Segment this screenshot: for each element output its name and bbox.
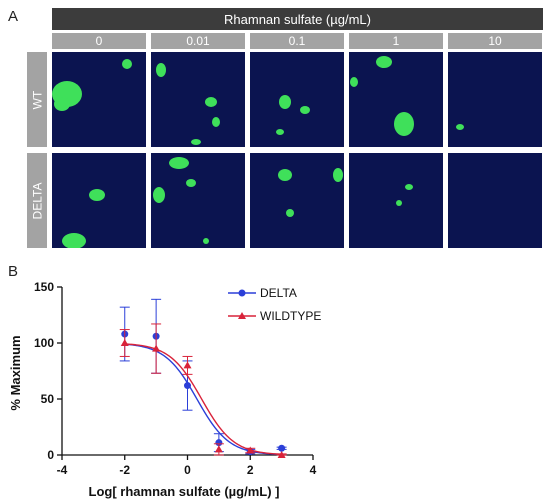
micrograph-delta-0 [52,153,146,248]
legend-label-delta: DELTA [260,286,297,300]
cell-cluster [122,59,132,69]
cell-cluster [333,168,343,182]
cell-cluster [350,77,358,87]
data-point-wildtype [277,451,286,458]
data-point-delta [184,382,191,390]
cell-cluster [300,106,310,114]
dose-response-chart: % Maximum Log[ rhamnan sulfate (µg/mL) ]… [8,280,321,499]
row-label-delta: DELTA [27,153,47,248]
column-header-0.01: 0.01 [151,33,245,49]
cell-cluster [203,238,209,244]
x-tick-label: 4 [310,463,317,477]
micrograph-delta-1 [349,153,443,248]
cell-cluster [156,63,166,77]
y-axis-label: % Maximum [8,335,23,410]
cell-cluster [205,97,217,107]
legend-label-wildtype: WILDTYPE [260,309,321,323]
column-header-0.1: 0.1 [250,33,344,49]
x-axis-label: Log[ rhamnan sulfate (µg/mL) ] [89,484,280,499]
data-point-wildtype [120,339,129,346]
panel-b-label: B [8,263,19,280]
fit-curve-wildtype [124,343,282,455]
cell-cluster [396,200,402,206]
cell-cluster [191,139,201,145]
y-tick-label: 0 [47,448,54,462]
data-point-delta [215,439,223,447]
cell-cluster [278,169,292,181]
data-point-wildtype [152,344,161,352]
data-point-wildtype [246,446,255,454]
x-tick-label: 2 [247,463,254,477]
cell-cluster [394,112,414,136]
cell-cluster [54,97,70,111]
micrograph-delta-10 [448,153,542,248]
y-tick-label: 100 [34,336,54,350]
x-tick-label: -2 [119,463,130,477]
column-header-10: 10 [448,33,542,49]
x-tick-label: 0 [184,463,191,477]
x-tick-label: -4 [57,463,68,477]
concentration-header: Rhamnan sulfate (µg/mL) [52,8,543,30]
cell-cluster [153,187,165,203]
y-tick-label: 50 [41,392,55,406]
cell-cluster [376,56,392,68]
micrograph-wt-0.01 [151,52,245,147]
row-label-wt: WT [27,52,47,147]
micrograph-wt-0.1 [250,52,344,147]
column-header-0: 0 [52,33,146,49]
cell-cluster [276,129,284,135]
micrograph-wt-10 [448,52,542,147]
micrograph-delta-0.1 [250,153,344,248]
data-point-delta [278,444,286,452]
cell-cluster [169,157,189,169]
cell-cluster [212,117,220,127]
micrograph-wt-1 [349,52,443,147]
column-header-1: 1 [349,33,443,49]
cell-cluster [405,184,413,190]
cell-cluster [286,209,294,217]
legend-marker-wildtype [238,312,246,319]
panel-a-label: A [8,8,19,25]
cell-cluster [456,124,464,130]
cell-cluster [186,179,196,187]
data-point-wildtype [214,445,223,453]
legend-marker-delta [238,289,246,297]
micrograph-wt-0 [52,52,146,147]
micrograph-delta-0.01 [151,153,245,248]
fit-curve-delta [124,343,282,456]
y-tick-label: 150 [34,280,54,294]
cell-cluster [279,95,291,109]
cell-cluster [89,189,105,201]
cell-cluster [62,233,86,248]
data-point-wildtype [183,361,192,369]
